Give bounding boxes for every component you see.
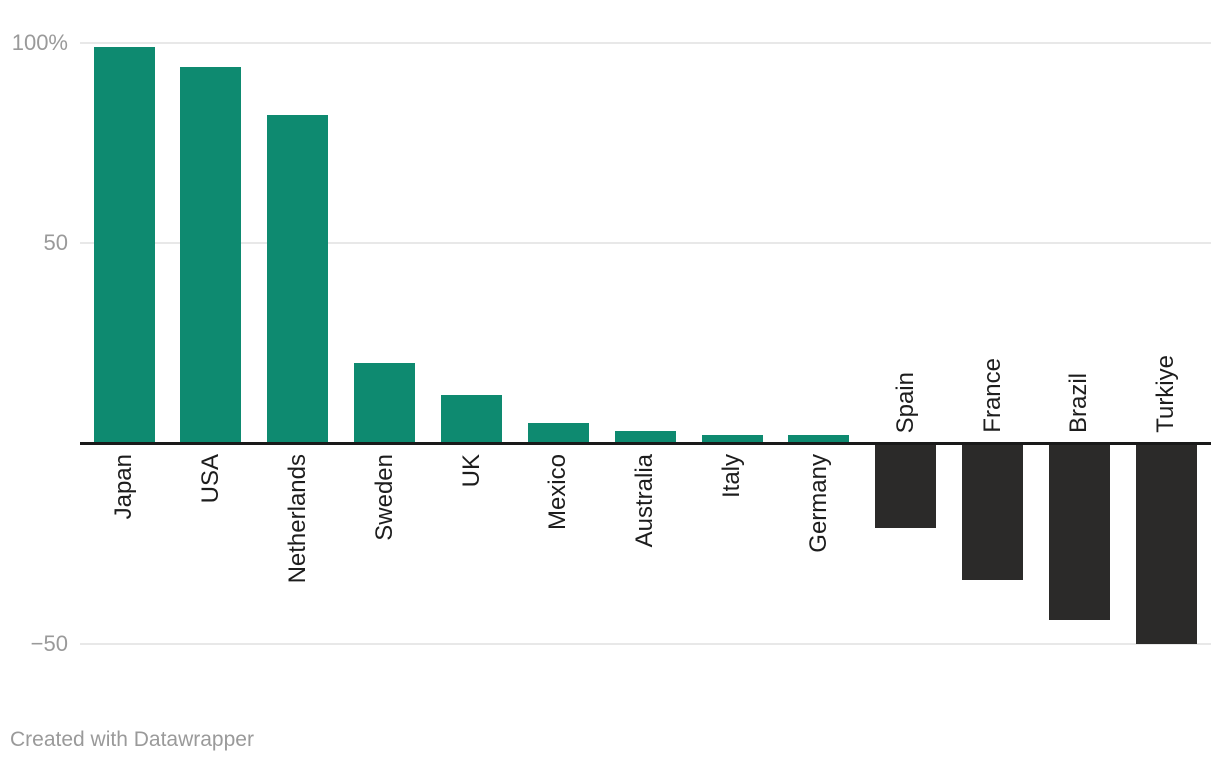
bar-japan[interactable] — [93, 46, 155, 442]
x-label-spain: Spain — [891, 371, 919, 433]
bar-brazil[interactable] — [1048, 445, 1110, 620]
bar-australia[interactable] — [614, 431, 676, 442]
datawrapper-credit-link[interactable]: Created with Datawrapper — [10, 728, 254, 751]
gridline-50 — [80, 242, 1211, 244]
bar-uk[interactable] — [441, 395, 502, 442]
bar-france[interactable] — [962, 445, 1024, 580]
x-label-turkiye: Turkiye — [1152, 355, 1180, 433]
x-label-australia: Australia — [631, 454, 659, 548]
x-label-sweden: Sweden — [370, 454, 398, 541]
x-label-japan: Japan — [110, 454, 138, 520]
y-tick-label-50: 50 — [43, 230, 68, 255]
x-label-germany: Germany — [804, 454, 832, 553]
bar-usa[interactable] — [180, 66, 242, 442]
bar-mexico[interactable] — [527, 423, 589, 442]
x-label-italy: Italy — [718, 454, 746, 499]
x-axis-line — [80, 442, 1211, 445]
x-label-france: France — [978, 358, 1006, 433]
x-label-mexico: Mexico — [544, 454, 572, 531]
gridline-100 — [80, 41, 1211, 44]
x-label-netherlands: Netherlands — [283, 454, 311, 584]
gridline--50 — [80, 643, 1211, 645]
x-label-brazil: Brazil — [1065, 372, 1093, 433]
bar-sweden[interactable] — [354, 363, 416, 442]
x-label-usa: USA — [196, 454, 224, 504]
y-tick-label--50: −50 — [30, 631, 68, 656]
bar-italy[interactable] — [701, 435, 763, 442]
y-tick-label-100: 100% — [11, 29, 68, 55]
x-label-uk: UK — [457, 454, 485, 488]
bar-turkiye[interactable] — [1135, 445, 1197, 644]
bar-spain[interactable] — [875, 445, 937, 528]
bar-germany[interactable] — [788, 435, 850, 442]
bar-netherlands[interactable] — [267, 114, 329, 442]
